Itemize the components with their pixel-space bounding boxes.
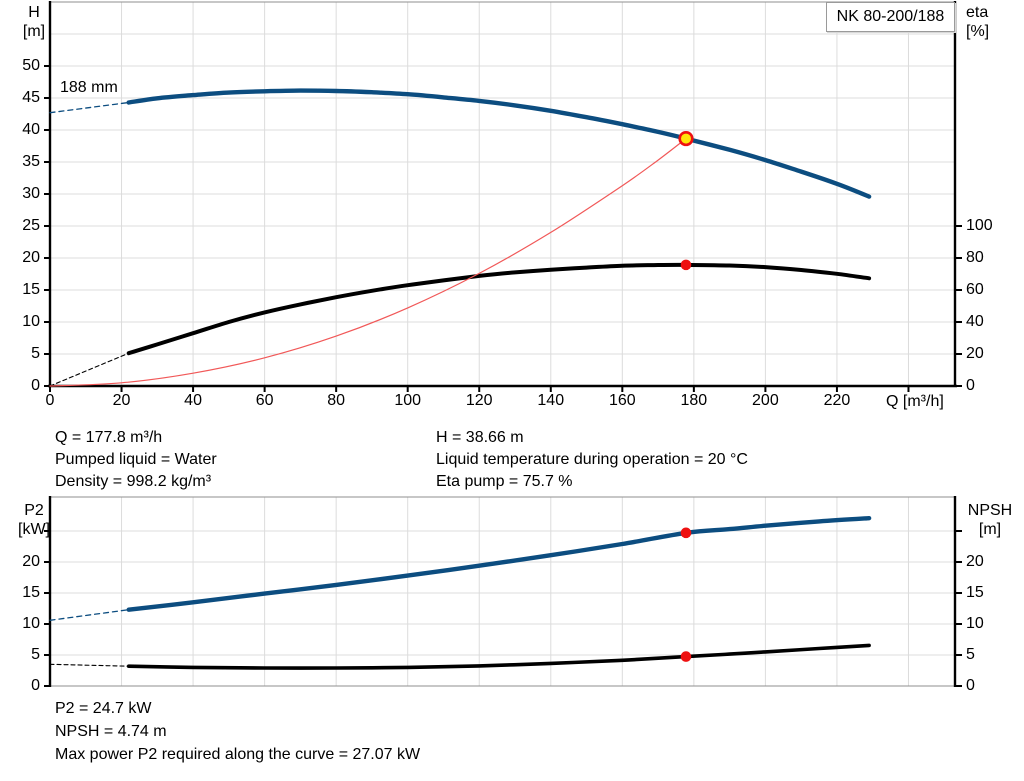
result-density: Density = 998.2 kg/m³ (55, 473, 212, 490)
y-right-tick-label: 40 (966, 313, 984, 330)
result-max-power: Max power P2 required along the curve = … (55, 746, 421, 763)
result-npsh: NPSH = 4.74 m (55, 723, 167, 740)
y-right-tick-label: 5 (966, 646, 975, 663)
x-tick-label: 20 (112, 392, 131, 409)
eta-axis-title: eta [%] (966, 3, 989, 41)
y-left-tick-label: 20 (22, 553, 40, 570)
x-tick-label: 60 (255, 392, 274, 409)
result-flow: Q = 177.8 m³/h (55, 429, 163, 446)
result-eta-pump: Eta pump = 75.7 % (436, 473, 573, 490)
npsh-axis-unit: [m] (978, 521, 1002, 538)
npsh-curve (126, 643, 871, 670)
pump-model-badge: NK 80-200/188 (826, 2, 955, 32)
y-left-tick-label: 5 (31, 345, 40, 362)
y-right-tick-label: 20 (966, 553, 984, 570)
p2-axis-title: P2 [kW] (12, 501, 56, 539)
p2-curve (126, 516, 872, 612)
npsh-axis-title: NPSH [m] (960, 501, 1020, 539)
x-tick-label: 120 (465, 392, 493, 409)
x-tick-label: 100 (394, 392, 422, 409)
result-p2: P2 = 24.7 kW (55, 700, 152, 717)
y-left-tick-label: 15 (22, 281, 40, 298)
eta-axis-symbol: eta (966, 4, 989, 21)
result-liquid: Pumped liquid = Water (55, 451, 217, 468)
p2-axis-unit: [kW] (18, 521, 50, 538)
y-left-tick-label: 35 (22, 153, 40, 170)
x-tick-label: 220 (823, 392, 851, 409)
efficiency-curve (126, 262, 872, 356)
y-left-tick-label: 45 (22, 89, 40, 106)
x-tick-label: 80 (327, 392, 346, 409)
efficiency-extension-curve (49, 352, 130, 387)
y-left-tick-label: 0 (31, 377, 40, 394)
duty-point-p2[interactable] (680, 527, 692, 539)
head-curve (126, 88, 872, 199)
duty-point-npsh[interactable] (680, 651, 692, 662)
y-left-tick-label: 20 (22, 249, 40, 266)
x-tick-label: 200 (752, 392, 779, 409)
y-left-tick-label: 40 (22, 121, 40, 138)
result-head: H = 38.66 m (436, 429, 524, 446)
x-tick-label: 160 (608, 392, 636, 409)
npsh-axis-symbol: NPSH (967, 502, 1013, 519)
h-axis-unit: [m] (22, 23, 46, 40)
y-right-tick-label: 0 (966, 377, 975, 394)
h-axis-title: H [m] (12, 3, 56, 41)
h-axis-symbol: H (28, 4, 40, 21)
x-tick-label: 40 (184, 392, 202, 409)
y-left-tick-label: 15 (22, 584, 40, 601)
p2-extension-curve (49, 609, 130, 621)
y-right-tick-label: 80 (966, 249, 984, 266)
y-left-tick-label: 10 (22, 313, 40, 330)
y-right-tick-label: 15 (966, 584, 984, 601)
y-right-tick-label: 10 (966, 615, 984, 632)
y-left-tick-label: 30 (22, 185, 40, 202)
result-temperature: Liquid temperature during operation = 20… (436, 451, 748, 468)
duty-point-head[interactable] (678, 130, 694, 147)
duty-point-efficiency[interactable] (680, 259, 692, 271)
y-left-tick-label: 50 (22, 57, 40, 74)
q-axis-title: Q [m³/h] (886, 393, 944, 410)
y-left-tick-label: 5 (31, 646, 40, 663)
head-extension-curve (49, 101, 130, 114)
y-left-tick-label: 0 (31, 677, 40, 694)
npsh-extension-curve (49, 663, 130, 667)
p2-axis-symbol: P2 (24, 502, 44, 519)
y-left-tick-label: 25 (22, 217, 40, 234)
y-right-tick-label: 20 (966, 345, 984, 362)
eta-axis-unit: [%] (966, 23, 990, 40)
y-left-tick-label: 10 (22, 615, 40, 632)
y-right-tick-label: 60 (966, 281, 984, 298)
y-right-tick-label: 100 (966, 217, 993, 234)
impeller-diameter-label: 188 mm (60, 79, 118, 96)
x-tick-label: 0 (45, 392, 55, 409)
system-resistance-curve (49, 138, 687, 387)
x-tick-label: 180 (680, 392, 708, 409)
x-tick-label: 140 (537, 392, 565, 409)
y-right-tick-label: 0 (966, 677, 975, 694)
